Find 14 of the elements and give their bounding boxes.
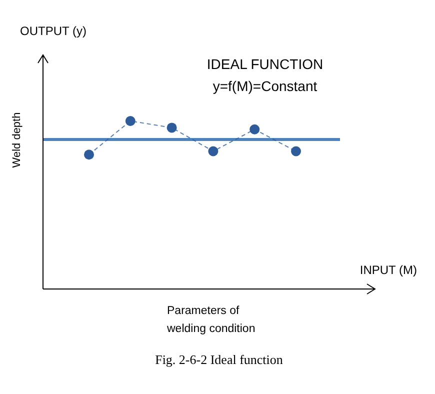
- point: [84, 150, 94, 160]
- text: Parameters of: [167, 305, 240, 317]
- y-axis-title: Weld depth: [11, 112, 23, 168]
- text: OUTPUT (y): [20, 24, 86, 38]
- point: [291, 146, 301, 156]
- point: [208, 146, 218, 156]
- caption: Fig. 2-6-2 Ideal function: [155, 352, 284, 367]
- x-axis-title: INPUT (M): [360, 263, 417, 277]
- point: [125, 116, 136, 126]
- point: [166, 122, 177, 133]
- point: [250, 124, 260, 134]
- text: welding condition: [166, 323, 256, 335]
- text: y=f(M)=Constant: [212, 78, 318, 94]
- text: IDEAL FUNCTION: [206, 56, 324, 72]
